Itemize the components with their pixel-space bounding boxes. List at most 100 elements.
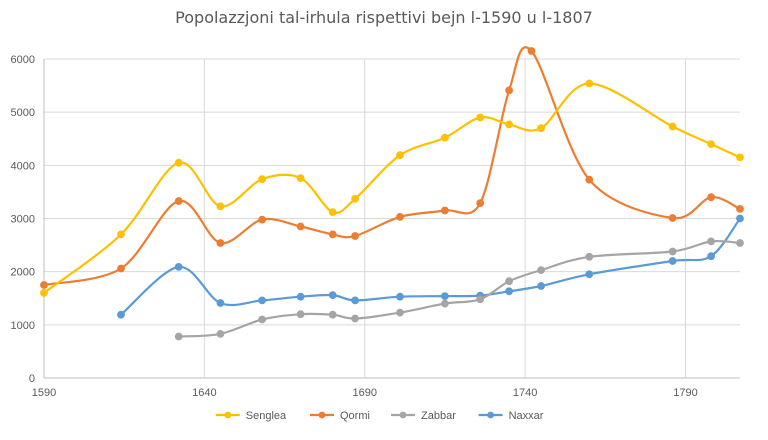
data-point-naxxar — [117, 310, 125, 319]
data-point-qormi — [216, 239, 225, 247]
data-point-naxxar — [668, 257, 677, 265]
legend-item-zabbar: Zabbar — [391, 410, 456, 422]
data-point-senglea — [585, 79, 594, 88]
data-point-naxxar — [707, 252, 715, 261]
data-point-senglea — [40, 289, 48, 297]
data-point-qormi — [668, 214, 677, 222]
data-point-qormi — [328, 230, 337, 239]
data-point-zabbar — [505, 277, 514, 286]
data-point-qormi — [527, 47, 536, 55]
legend-swatch-marker — [224, 411, 232, 419]
legend-label: Naxxar — [509, 410, 544, 422]
data-point-qormi — [505, 86, 514, 95]
y-tick-label: 4000 — [11, 160, 35, 172]
data-point-naxxar — [174, 263, 183, 271]
legend-swatch-marker — [318, 411, 326, 419]
x-tick-label: 1690 — [352, 387, 376, 399]
axes: 0 1000 2000 3000 4000 5000 6000 1590 1640 1690 174… — [11, 54, 740, 399]
data-point-senglea — [351, 194, 360, 203]
data-point-naxxar — [396, 292, 404, 301]
data-point-naxxar — [296, 292, 305, 301]
data-point-senglea — [537, 124, 545, 133]
data-point-naxxar — [537, 282, 545, 290]
data-point-zabbar — [174, 332, 183, 341]
x-tick-label: 1790 — [673, 387, 697, 399]
x-tick-label: 1590 — [32, 387, 56, 399]
data-point-senglea — [296, 174, 305, 183]
data-point-zabbar — [351, 314, 360, 323]
series-line-naxxar — [119, 217, 742, 316]
data-point-senglea — [117, 230, 125, 239]
data-point-qormi — [117, 264, 125, 273]
series-qormi — [40, 46, 744, 289]
data-point-zabbar — [441, 299, 449, 308]
data-point-senglea — [707, 140, 715, 149]
y-tick-label: 6000 — [11, 54, 35, 66]
data-point-senglea — [505, 120, 514, 129]
legend-item-qormi: Qormi — [310, 410, 370, 422]
legend-swatch-marker — [399, 411, 407, 419]
grid — [44, 58, 740, 378]
y-tick-label: 2000 — [11, 267, 35, 279]
y-tick-label: 3000 — [11, 214, 35, 226]
data-point-qormi — [736, 205, 744, 213]
data-point-senglea — [736, 153, 744, 162]
series-naxxar — [117, 214, 744, 319]
series-zabbar — [174, 237, 744, 341]
legend-label: Senglea — [246, 410, 287, 422]
series-layer — [40, 46, 744, 341]
data-point-zabbar — [258, 315, 267, 324]
data-point-qormi — [258, 215, 267, 224]
y-tick-label: 5000 — [11, 107, 35, 119]
legend-swatch-marker — [487, 411, 494, 419]
x-tick-label: 1640 — [192, 387, 216, 399]
data-point-zabbar — [328, 310, 337, 319]
data-point-senglea — [441, 133, 449, 142]
data-point-zabbar — [736, 239, 744, 247]
data-point-naxxar — [505, 287, 514, 296]
legend-item-naxxar: Naxxar — [478, 410, 544, 422]
data-point-qormi — [707, 193, 715, 202]
legend-label: Qormi — [340, 410, 370, 422]
data-point-naxxar — [216, 299, 225, 307]
data-point-senglea — [476, 113, 485, 122]
y-tick-label: 1000 — [11, 320, 35, 332]
data-point-qormi — [585, 175, 594, 184]
data-point-senglea — [216, 202, 225, 211]
legend-item-senglea: Senglea — [215, 410, 287, 422]
data-point-qormi — [351, 232, 360, 240]
data-point-zabbar — [585, 252, 594, 261]
chart-title: Popolazzjoni tal-irhula rispettivi bejn … — [175, 8, 593, 27]
series-line-senglea — [42, 82, 742, 294]
data-point-qormi — [296, 222, 305, 231]
data-point-naxxar — [441, 292, 449, 301]
legend: Senglea Qormi Zabbar Naxxar — [215, 410, 544, 422]
series-line-qormi — [42, 46, 742, 287]
data-point-senglea — [328, 208, 337, 217]
data-point-senglea — [668, 122, 677, 131]
data-point-zabbar — [707, 237, 715, 246]
data-point-qormi — [174, 197, 183, 205]
data-point-zabbar — [296, 310, 305, 319]
x-tick-label: 1740 — [513, 387, 537, 399]
data-point-qormi — [476, 199, 485, 208]
data-point-senglea — [258, 175, 267, 184]
series-senglea — [40, 79, 744, 297]
data-point-naxxar — [351, 296, 360, 305]
data-point-naxxar — [258, 296, 267, 305]
data-point-zabbar — [216, 330, 225, 338]
data-point-senglea — [174, 158, 183, 167]
data-point-qormi — [40, 281, 48, 289]
legend-label: Zabbar — [421, 410, 456, 422]
data-point-zabbar — [476, 295, 485, 304]
data-point-senglea — [396, 151, 404, 160]
data-point-naxxar — [585, 270, 594, 279]
data-point-qormi — [441, 206, 449, 215]
data-point-qormi — [396, 213, 404, 221]
data-point-zabbar — [396, 308, 404, 317]
y-tick-label: 0 — [29, 373, 35, 385]
data-point-naxxar — [736, 214, 744, 223]
data-point-naxxar — [328, 291, 337, 300]
